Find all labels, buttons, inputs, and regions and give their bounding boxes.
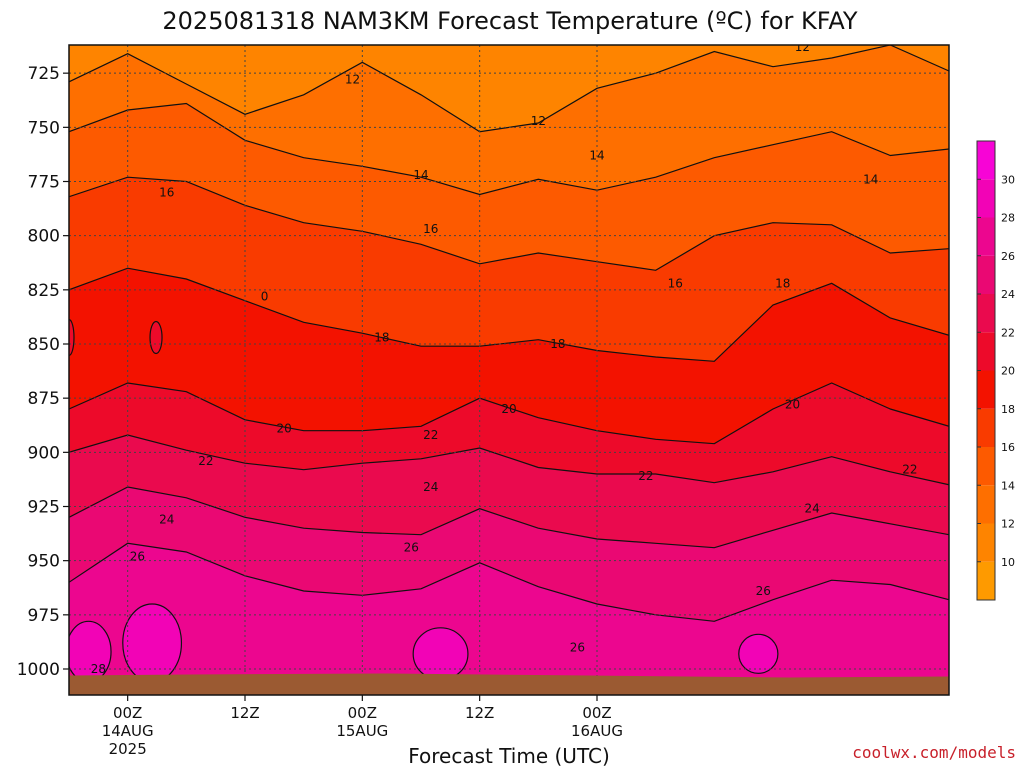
cell-b: [149, 320, 163, 355]
contour-label: 26: [404, 541, 419, 555]
contour-label: 14: [863, 172, 878, 186]
colorbar-swatch: [977, 523, 995, 562]
warm-pocket-2: [412, 627, 469, 681]
x-tick-label: 12Z: [230, 704, 259, 722]
contour-label: 20: [785, 398, 800, 412]
field: 12 12 12 14 14 14 16 16 16 18 18 18 20 20 20 22 22 22 22 24…: [69, 40, 949, 695]
credit-text: coolwx.com/models: [852, 743, 1016, 762]
isotherm-24: [69, 486, 949, 549]
contour-label: 14: [589, 149, 604, 163]
x-tick-label: 14AUG: [102, 722, 154, 740]
contour-label: 22: [902, 463, 917, 477]
warm-pocket-3: [738, 633, 779, 674]
colorbar-swatch: [977, 217, 995, 256]
y-tick-label: 725: [28, 64, 60, 84]
contour-label: 22: [638, 469, 653, 483]
x-axis-label: Forecast Time (UTC): [408, 744, 610, 768]
chart-title: 2025081318 NAM3KM Forecast Temperature (…: [162, 7, 858, 35]
y-tick-label: 900: [28, 443, 60, 463]
x-tick-label: 00Z: [582, 704, 611, 722]
x-tick-label: 15AUG: [336, 722, 388, 740]
x-tick-label: 16AUG: [571, 722, 623, 740]
isotherm-22: [69, 434, 949, 486]
y-tick-label: 825: [28, 281, 60, 301]
colorbar-swatch: [977, 447, 995, 486]
y-axis: 725 750 775 800 825 850 875 900 925 950 975 1000: [17, 64, 69, 680]
contour-label: 22: [198, 454, 213, 468]
contour-label: 16: [159, 185, 174, 199]
isotherm-14: [69, 102, 949, 196]
contour-label: 26: [570, 640, 585, 654]
colorbar-swatch: [977, 141, 995, 180]
colorbar-swatch: [977, 561, 995, 600]
contour-label: 12: [531, 114, 546, 128]
ground-surface: [69, 673, 949, 695]
contour-label: 18: [550, 337, 565, 351]
colorbar-label: 14: [1001, 479, 1015, 492]
y-tick-label: 850: [28, 335, 60, 355]
x-tick-label: 00Z: [113, 704, 142, 722]
colorbar-swatch: [977, 370, 995, 409]
contour-label: 26: [130, 549, 145, 563]
y-tick-label: 800: [28, 227, 60, 247]
isotherm-16: [69, 176, 949, 271]
y-tick-label: 950: [28, 552, 60, 572]
band-26: [69, 543, 949, 695]
colorbar-swatch: [977, 255, 995, 294]
contour-label: 20: [276, 422, 291, 436]
contour-label: 18: [775, 276, 790, 290]
contour-label: 22: [423, 428, 438, 442]
y-tick-label: 975: [28, 606, 60, 626]
contour-label: 26: [756, 584, 771, 598]
x-tick-label: 2025: [109, 740, 147, 758]
warm-pocket-1: [122, 603, 183, 683]
colorbar-label: 12: [1001, 518, 1015, 531]
y-tick-label: 750: [28, 118, 60, 138]
contour-label: 24: [159, 513, 174, 527]
isotherm-20: [69, 382, 949, 445]
colorbar-label: 30: [1001, 173, 1015, 186]
colorbar-swatch: [977, 485, 995, 524]
colorbar-swatch: [977, 294, 995, 333]
x-tick-label: 00Z: [348, 704, 377, 722]
colorbar-label: 18: [1001, 403, 1015, 416]
cell-a: [69, 318, 75, 357]
colorbar-swatch: [977, 408, 995, 447]
y-tick-label: 1000: [17, 660, 60, 680]
colorbar-label: 20: [1001, 365, 1015, 378]
contour-label: 28: [91, 662, 106, 676]
x-tick-label: 12Z: [465, 704, 494, 722]
isotherm-26: [69, 542, 949, 622]
contour-label: 12: [795, 40, 810, 54]
colorbar-label: 16: [1001, 441, 1015, 454]
colorbar-label: 28: [1001, 212, 1015, 225]
contour-label: 0: [261, 289, 269, 303]
plot-frame: [68, 44, 950, 696]
y-tick-label: 875: [28, 389, 60, 409]
y-tick-label: 775: [28, 173, 60, 193]
colorbar-label: 10: [1001, 556, 1015, 569]
colorbar-swatch: [977, 332, 995, 371]
contour-label: 20: [501, 402, 516, 416]
contour-label: 24: [423, 480, 438, 494]
contour-label: 24: [804, 502, 819, 516]
grid: [69, 45, 949, 695]
colorbar-swatch: [977, 179, 995, 218]
contour-label: 14: [413, 168, 428, 182]
contour-label: 16: [668, 276, 683, 290]
contour-label: 12: [345, 73, 360, 87]
colorbar-label: 22: [1001, 326, 1015, 339]
colorbar: 10 12 14 16 18 20 22 24 26 28 30: [976, 140, 1015, 601]
colorbar-label: 26: [1001, 250, 1015, 263]
contour-label: 18: [374, 331, 389, 345]
plot-area: 12 12 12 14 14 14 16 16 16 18 18 18 20 20 20 22 22 22 22 24…: [68, 40, 950, 696]
contour-label: 16: [423, 222, 438, 236]
y-tick-label: 925: [28, 498, 60, 518]
colorbar-label: 24: [1001, 288, 1015, 301]
